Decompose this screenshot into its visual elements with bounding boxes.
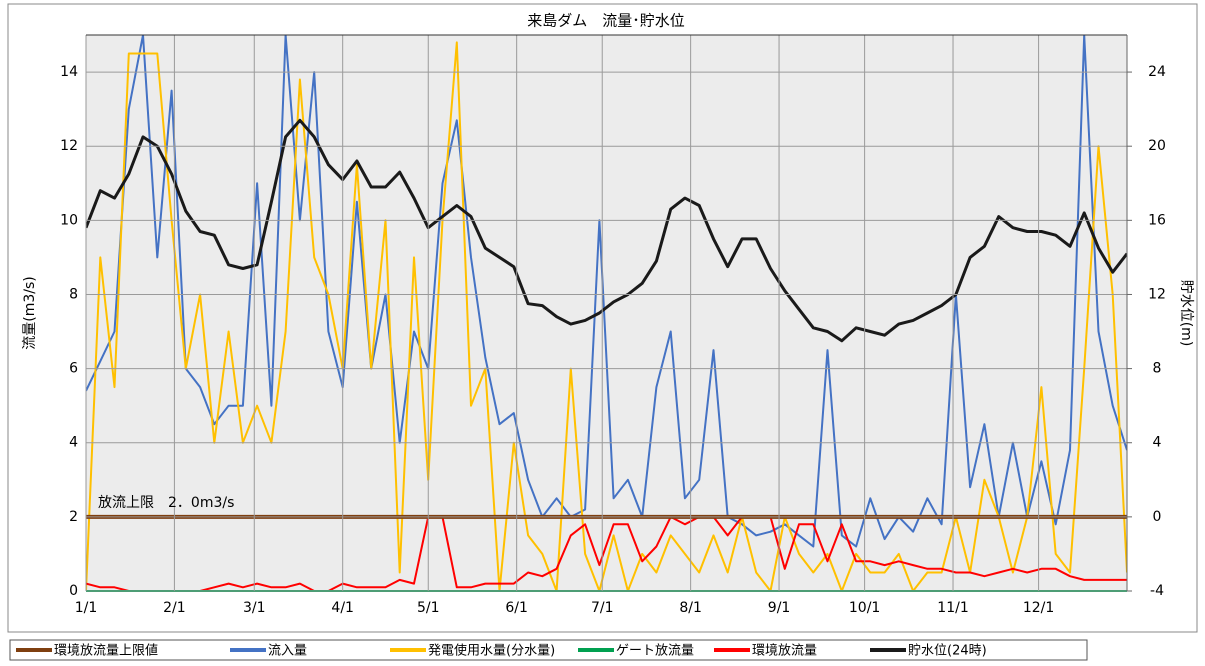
- x-tick-label: 2/1: [163, 600, 186, 616]
- x-tick-label: 8/1: [679, 600, 702, 616]
- y-axis-label: 流量(m3/s): [22, 276, 38, 349]
- y2-tick-label: 16: [1148, 212, 1166, 228]
- x-tick-label: 1/1: [75, 600, 98, 616]
- x-tick-label: 7/1: [591, 600, 614, 616]
- y2-tick-label: 24: [1148, 64, 1166, 80]
- legend-label: ゲート放流量: [616, 644, 694, 659]
- legend-box: [9, 639, 1088, 661]
- x-tick-label: 9/1: [768, 600, 791, 616]
- y2-tick-label: 8: [1153, 361, 1162, 377]
- y-tick-label: 12: [60, 138, 78, 154]
- y-tick-label: 14: [60, 64, 78, 80]
- chart-title: 来島ダム 流量･貯水位: [527, 12, 685, 30]
- x-tick-label: 12/1: [1023, 600, 1054, 616]
- annotation: 放流上限 2．0m3/s: [98, 495, 234, 511]
- x-tick-label: 4/1: [331, 600, 354, 616]
- legend-label: 環境放流量: [752, 644, 817, 659]
- x-tick-label: 3/1: [243, 600, 266, 616]
- y2-tick-label: -4: [1150, 583, 1164, 599]
- y-tick-label: 2: [69, 509, 78, 525]
- x-tick-label: 5/1: [417, 600, 440, 616]
- y-tick-label: 6: [69, 361, 78, 377]
- y-tick-label: 8: [69, 286, 78, 302]
- y-tick-label: 4: [69, 435, 78, 451]
- x-tick-label: 10/1: [849, 600, 880, 616]
- y2-tick-label: 0: [1153, 509, 1162, 525]
- legend-label: 貯水位(24時): [908, 644, 987, 659]
- y-tick-label: 0: [69, 583, 78, 599]
- x-tick-label: 6/1: [505, 600, 528, 616]
- legend-label: 流入量: [268, 644, 307, 659]
- y-tick-label: 10: [60, 212, 78, 228]
- y2-axis-label: 貯水位(m): [1178, 280, 1194, 347]
- legend-label: 発電使用水量(分水量): [428, 643, 555, 659]
- y2-tick-label: 20: [1148, 138, 1166, 154]
- legend-label: 環境放流量上限値: [54, 643, 158, 659]
- plot-area: [86, 35, 1127, 591]
- y2-tick-label: 12: [1148, 286, 1166, 302]
- x-tick-label: 11/1: [937, 600, 968, 616]
- y2-tick-label: 4: [1153, 435, 1162, 451]
